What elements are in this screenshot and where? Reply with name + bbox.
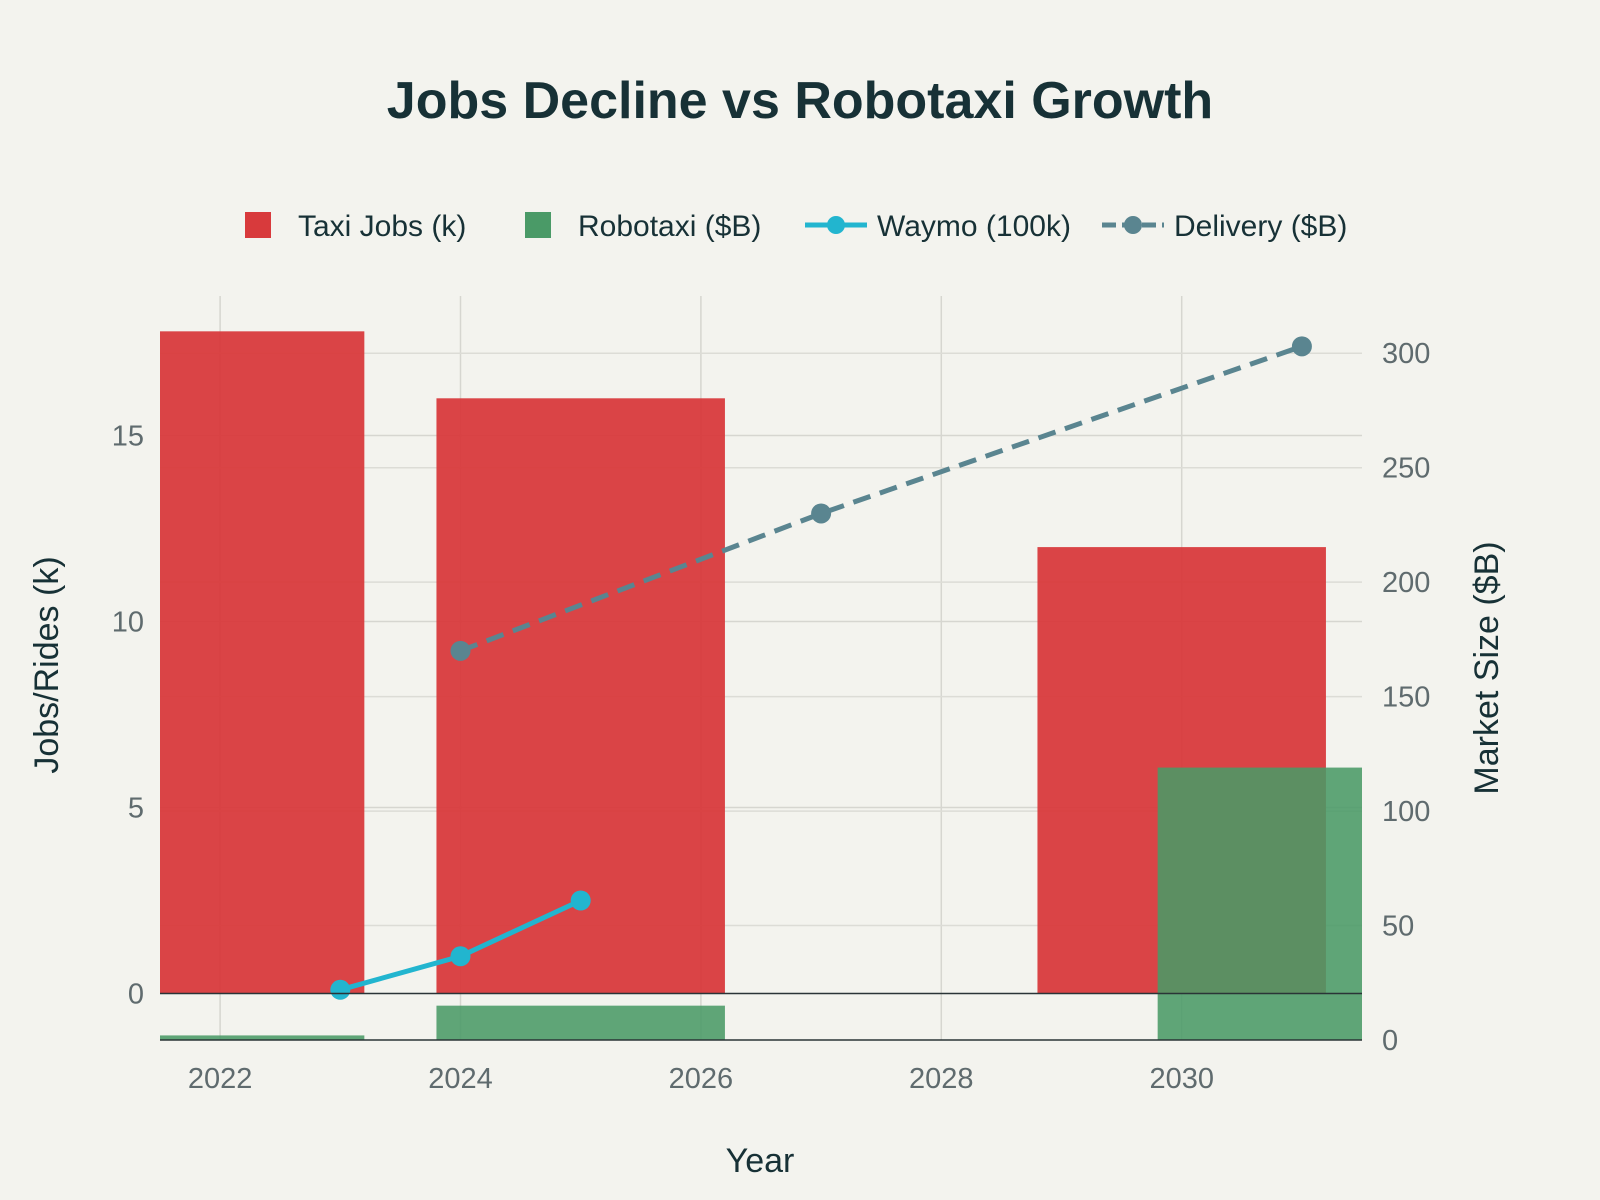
bars-layer (160, 331, 1362, 1040)
legend-label: Delivery ($B) (1174, 210, 1347, 243)
y-tick-label: 10 (112, 607, 144, 639)
legend-label: Robotaxi ($B) (578, 210, 761, 243)
delivery-point (1291, 336, 1312, 357)
legend-swatch (525, 212, 551, 238)
x-axis-title: Year (726, 1142, 795, 1180)
y2-tick-label: 100 (1382, 796, 1430, 828)
legend: Taxi Jobs (k) Robotaxi ($B) Waymo (100k) De… (245, 210, 1347, 243)
y2-tick-label: 150 (1382, 682, 1430, 714)
x-tick-label: 2028 (909, 1063, 974, 1095)
y-tick-label: 15 (112, 421, 144, 453)
y2-tick-label: 50 (1382, 911, 1414, 943)
waymo-point (330, 979, 351, 1000)
y-tick-label: 0 (128, 979, 144, 1011)
legend-swatch (245, 212, 271, 238)
robotaxi-bar (1157, 767, 1362, 1040)
legend-label: Waymo (100k) (877, 210, 1071, 243)
x-tick-label: 2030 (1149, 1063, 1214, 1095)
y2-axis-title: Market Size ($B) (1468, 541, 1506, 794)
y2-tick-label: 0 (1382, 1025, 1398, 1057)
y2-tick-label: 250 (1382, 453, 1430, 485)
waymo-point (570, 890, 591, 911)
lines-layer (330, 336, 1312, 1000)
y2-tick-label: 300 (1382, 338, 1430, 370)
delivery-point (811, 503, 832, 524)
y-tick-label: 5 (128, 793, 144, 825)
delivery-line (459, 344, 1303, 654)
delivery-point (450, 640, 471, 661)
y2-tick-label: 200 (1382, 567, 1430, 599)
x-tick-label: 2024 (428, 1063, 493, 1095)
y-axis-title: Jobs/Rides (k) (28, 556, 66, 773)
chart-title: Jobs Decline vs Robotaxi Growth (387, 72, 1213, 130)
x-tick-label: 2022 (188, 1063, 253, 1095)
legend-marker (827, 216, 845, 234)
taxi-jobs-bar (160, 331, 365, 994)
x-tick-label: 2026 (669, 1063, 734, 1095)
legend-label: Taxi Jobs (k) (298, 210, 466, 243)
robotaxi-bar (160, 1035, 365, 1040)
legend-marker (1124, 216, 1142, 234)
axes-layer: 2022 2024 2026 2028 203005101505010015020025… (112, 338, 1431, 1095)
robotaxi-bar (436, 1005, 725, 1040)
waymo-point (450, 946, 471, 967)
